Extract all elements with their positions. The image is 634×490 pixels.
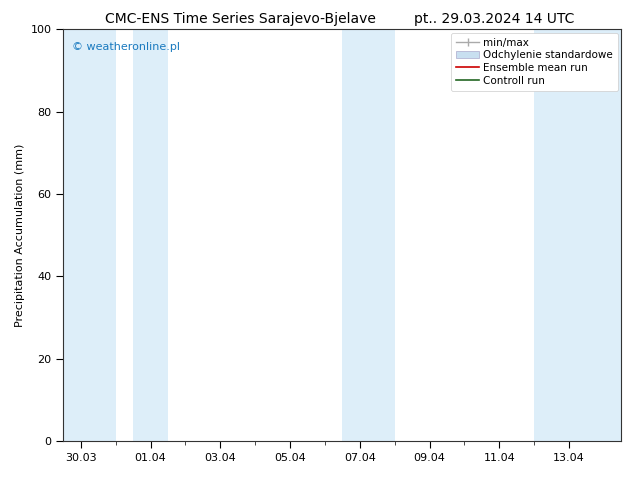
Text: CMC-ENS Time Series Sarajevo-Bjelave: CMC-ENS Time Series Sarajevo-Bjelave: [105, 12, 377, 26]
Bar: [534, 29, 621, 441]
Y-axis label: Precipitation Accumulation (mm): Precipitation Accumulation (mm): [15, 144, 25, 327]
Text: © weatheronline.pl: © weatheronline.pl: [72, 42, 180, 52]
Text: pt.. 29.03.2024 14 UTC: pt.. 29.03.2024 14 UTC: [415, 12, 574, 26]
Bar: [342, 29, 394, 441]
Bar: [133, 29, 168, 441]
Legend: min/max, Odchylenie standardowe, Ensemble mean run, Controll run: min/max, Odchylenie standardowe, Ensembl…: [451, 32, 618, 91]
Bar: [63, 29, 115, 441]
